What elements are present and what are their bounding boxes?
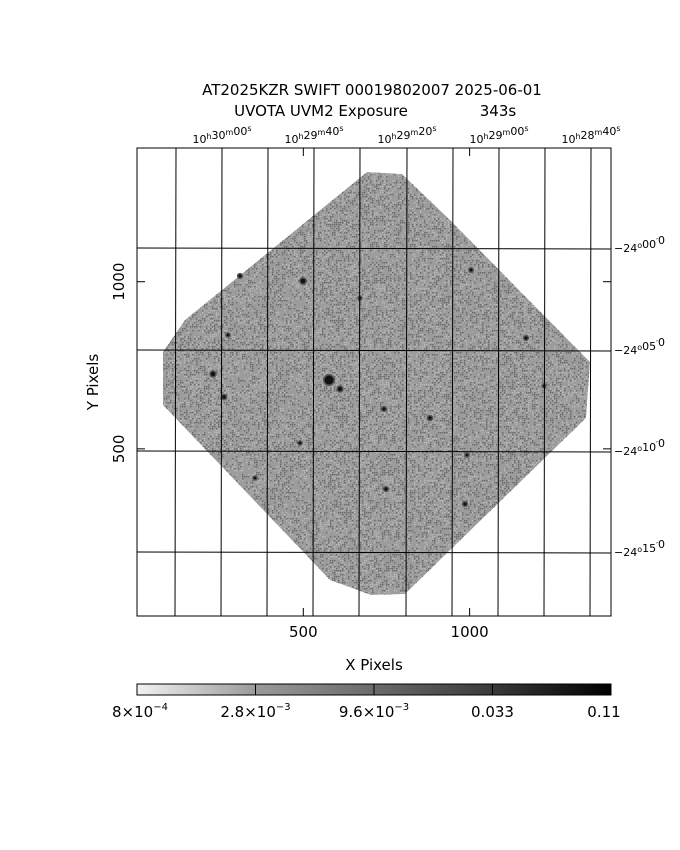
plot-title-line1: AT2025KZR SWIFT 00019802007 2025-06-01 [202,81,542,99]
point-source [469,268,473,272]
dec-grid-line [137,247,611,250]
exposure-footprint [163,172,590,595]
ra-grid-line [543,148,546,616]
colorbar-label: 0.033 [471,703,514,721]
colorbar-labels: 8×10−4 2.8×10−3 9.6×10−3 0.033 0.11 [112,702,621,721]
ra-label: 10h29m20s [377,124,436,146]
point-source [337,386,343,392]
ra-grid-line [312,148,315,616]
point-source [428,416,432,420]
colorbar-label: 2.8×10−3 [220,702,290,721]
point-source [324,375,334,385]
ra-label: 10h29m40s [284,124,343,146]
x-axis-label: X Pixels [345,656,403,674]
point-source [300,278,306,284]
ra-grid-line [497,148,500,616]
y-tick-label: 500 [110,435,128,464]
colorbar-label: 0.11 [587,703,620,721]
point-source [222,395,226,399]
y-axis-label: Y Pixels [84,354,102,412]
dec-label: −24o15′0 [614,538,665,559]
ra-labels: 10h30m00s 10h29m40s 10h29m20s 10h29m00s 10h2… [192,124,620,146]
plot-title-line2-value: 343s [480,102,517,120]
x-tick-label: 1000 [451,623,489,641]
ra-grid-line [358,148,361,616]
ra-grid-line [451,148,454,616]
point-source [238,274,242,278]
ra-label: 10h28m40s [561,124,620,146]
colorbar-label: 9.6×10−3 [339,702,409,721]
dec-label: −24o10′0 [614,437,665,458]
x-axis-ticks: 500 1000 [289,148,489,641]
ra-grid-line [589,148,592,616]
dec-grid-line [137,450,611,453]
ra-grid-line [174,148,177,616]
point-source [382,407,386,411]
dec-label: −24o05′0 [614,336,665,357]
dec-label: −24o00′0 [614,234,665,255]
point-source [465,453,469,457]
ra-label: 10h30m00s [192,124,251,146]
point-source [524,336,528,340]
x-tick-label: 500 [289,623,318,641]
ra-grid-line [405,148,408,616]
point-source [210,371,216,377]
point-source [226,333,230,337]
y-tick-label: 1000 [110,263,128,301]
point-sources [209,267,547,508]
ra-label: 10h29m00s [469,124,528,146]
point-source [463,502,467,506]
point-source [298,441,302,445]
dec-grid-line [137,551,611,554]
colorbar-ticks [255,684,493,695]
dec-labels: −24o00′0 −24o05′0 −24o10′0 −24o15′0 [614,234,665,559]
colorbar-label: 8×10−4 [112,702,168,721]
plot-title-line2-label: UVOTA UVM2 Exposure [234,102,408,120]
wcs-grid [137,148,611,616]
point-source [253,476,257,480]
ra-grid-line [220,148,223,616]
y-axis-ticks: 500 1000 [110,263,611,464]
point-source [384,487,388,491]
plot-frame [136,147,612,617]
ra-grid-line [266,148,269,616]
dec-grid-line [137,349,611,352]
